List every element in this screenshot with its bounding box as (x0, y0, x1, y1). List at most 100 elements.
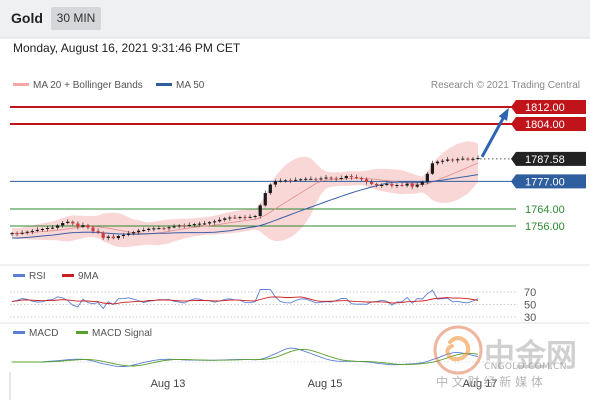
candle-body (283, 180, 288, 182)
candle-body (152, 228, 156, 230)
candle-body (359, 177, 364, 180)
rsi-level-label: 50 (524, 300, 536, 312)
candle-body (273, 181, 277, 185)
candle-body (30, 230, 34, 232)
watermark-logo-swirl (445, 336, 471, 362)
rsi-line (11, 289, 479, 310)
candle-body (81, 225, 85, 227)
candle-body (197, 223, 202, 225)
candle-body (126, 233, 131, 235)
candle-body (268, 184, 272, 194)
legend-macd-signal: MACD Signal (76, 328, 152, 339)
chart-datetime: Monday, August 16, 2021 9:31:46 PM CET (13, 41, 241, 55)
candle-body (223, 218, 227, 220)
resistance-1-label: 1804.00 (525, 119, 565, 131)
candle-body (137, 230, 141, 233)
candle-body (25, 231, 29, 233)
bollinger-bands (12, 141, 478, 248)
x-tick-label: Aug 17 (463, 378, 498, 390)
legend-rsi-ma: 9MA (62, 271, 99, 282)
candle-body (55, 225, 60, 228)
candle-body (294, 179, 298, 181)
candle-body (187, 224, 191, 226)
candle-body (142, 230, 146, 232)
candle-body (248, 216, 252, 218)
watermark-logo-ring (433, 325, 483, 375)
ma50-swatch (156, 82, 172, 86)
projection-arrow-line (480, 112, 508, 158)
candle-body (172, 226, 176, 228)
candle-body (375, 183, 379, 186)
x-tick-label: Aug 15 (308, 378, 343, 390)
candle-body (177, 225, 181, 227)
candle-body (192, 224, 196, 226)
rsi-level-label: 70 (524, 287, 536, 299)
watermark-url: CNGOLD.COM.CN (484, 362, 567, 372)
support-1-label: 1764.00 (525, 204, 565, 216)
rsi-level-label: 30 (524, 312, 536, 324)
candle-body (395, 184, 399, 186)
candle-body (10, 233, 14, 235)
legend-ma50: MA 50 (156, 80, 204, 91)
candle-body (238, 217, 242, 219)
legend-macd: MACD (13, 328, 58, 339)
candle-body (451, 159, 455, 161)
candle-body (299, 179, 303, 181)
candle-body (162, 228, 166, 230)
candle-body (385, 183, 389, 185)
ma50-line (11, 174, 479, 239)
candle-body (253, 216, 257, 218)
macd-signal-line (12, 348, 479, 367)
rsi-swatch (13, 273, 25, 277)
candle-body (390, 183, 394, 186)
price-level-labels: 1812.00 1804.00 1787.58 1777.00 1764.00 1756.… (511, 100, 586, 233)
legend-ma50-label: MA 50 (176, 80, 205, 91)
watermark-tagline: 中 文 财 经 新 媒 体 (436, 375, 543, 389)
projection-arrow-head (498, 107, 509, 121)
candle-body (440, 160, 445, 162)
legend-bollinger: MA 20 + Bollinger Bands (13, 80, 143, 91)
candle-body (354, 177, 359, 179)
candle-body (344, 176, 348, 178)
bollinger-band-fill (12, 141, 478, 248)
x-axis: Aug 13 Aug 15 Aug 17 (9, 372, 498, 400)
candle-body (121, 234, 126, 236)
candle-body (45, 227, 50, 229)
rsi-ma-swatch (62, 273, 74, 277)
instrument-title: Gold (11, 10, 43, 26)
candle-body (304, 178, 308, 180)
candle-body (71, 221, 75, 224)
candle-body (116, 235, 120, 239)
candle-body (319, 178, 323, 180)
candle-body (430, 163, 435, 174)
candle-body (207, 222, 212, 224)
candle-body (66, 221, 70, 224)
pivot-label-bg (516, 174, 586, 189)
timeframe-button[interactable]: 30 MIN (51, 7, 101, 30)
macd-panel (10, 347, 518, 367)
candle-body (76, 223, 80, 227)
macd-swatch (13, 330, 25, 334)
candle-body (96, 231, 100, 233)
candle-body (106, 236, 110, 238)
candle-body (101, 232, 105, 238)
pivot-label: 1777.00 (525, 176, 565, 188)
macd-signal-swatch (76, 330, 88, 334)
watermark-logo-text: 中金网 (484, 338, 577, 374)
candle-body (415, 184, 419, 187)
candle-body (400, 184, 404, 186)
moving-averages (11, 162, 479, 239)
candle-body (228, 217, 232, 219)
candle-body (364, 179, 369, 183)
legend-bollinger-label: MA 20 + Bollinger Bands (33, 80, 143, 91)
watermark-logo (433, 325, 483, 375)
legend-rsi: RSI (13, 271, 46, 282)
candle-body (456, 159, 460, 161)
candle-body (61, 223, 65, 226)
candle-body (309, 178, 313, 180)
candles (10, 155, 480, 241)
candle-body (380, 184, 384, 186)
rsi-ma-line (11, 296, 479, 305)
current-price-label-bg (516, 151, 586, 166)
